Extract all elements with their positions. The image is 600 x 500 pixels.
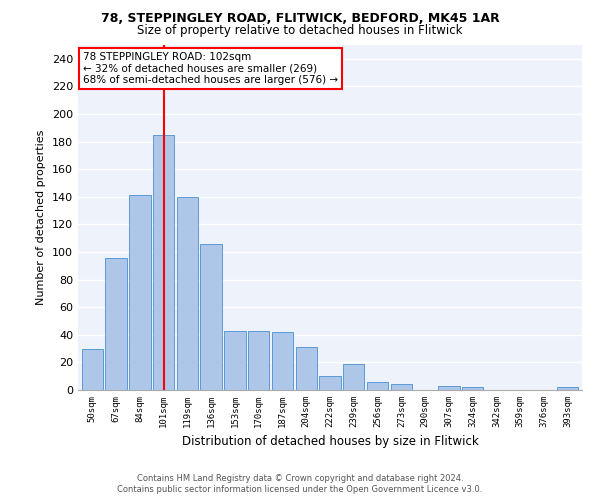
Text: 78 STEPPINGLEY ROAD: 102sqm
← 32% of detached houses are smaller (269)
68% of se: 78 STEPPINGLEY ROAD: 102sqm ← 32% of det… — [83, 52, 338, 85]
Text: Contains HM Land Registry data © Crown copyright and database right 2024.
Contai: Contains HM Land Registry data © Crown c… — [118, 474, 482, 494]
Bar — [438, 386, 460, 390]
Text: Size of property relative to detached houses in Flitwick: Size of property relative to detached ho… — [137, 24, 463, 37]
Bar — [129, 196, 151, 390]
Bar — [391, 384, 412, 390]
Bar — [272, 332, 293, 390]
Bar — [224, 330, 245, 390]
Bar — [367, 382, 388, 390]
Bar — [462, 387, 484, 390]
Bar — [296, 347, 317, 390]
Bar — [82, 348, 103, 390]
Bar — [176, 197, 198, 390]
Bar — [106, 258, 127, 390]
Bar — [248, 330, 269, 390]
Bar — [319, 376, 341, 390]
Bar — [557, 387, 578, 390]
Text: 78, STEPPINGLEY ROAD, FLITWICK, BEDFORD, MK45 1AR: 78, STEPPINGLEY ROAD, FLITWICK, BEDFORD,… — [101, 12, 499, 26]
Bar — [200, 244, 222, 390]
Bar — [153, 134, 174, 390]
Bar — [343, 364, 364, 390]
X-axis label: Distribution of detached houses by size in Flitwick: Distribution of detached houses by size … — [182, 436, 478, 448]
Y-axis label: Number of detached properties: Number of detached properties — [37, 130, 46, 305]
